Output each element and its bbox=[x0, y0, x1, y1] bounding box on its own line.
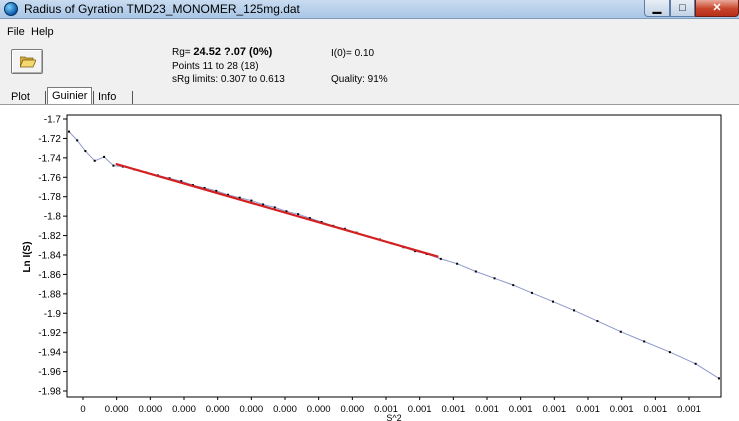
data-point bbox=[530, 291, 533, 294]
data-point bbox=[456, 262, 459, 265]
folder-open-icon bbox=[20, 56, 36, 68]
data-point bbox=[112, 164, 115, 167]
y-tick-label: -1.74 bbox=[38, 153, 61, 164]
window-title: Radius of Gyration TMD23_MONOMER_125mg.d… bbox=[24, 2, 300, 16]
y-tick-label: -1.9 bbox=[44, 309, 62, 320]
data-point bbox=[668, 351, 671, 354]
data-point bbox=[250, 199, 253, 202]
x-tick-label: 0.001 bbox=[441, 404, 465, 415]
x-tick-label: 0.001 bbox=[475, 404, 499, 415]
y-tick-label: -1.96 bbox=[38, 367, 61, 378]
y-tick-label: -1.76 bbox=[38, 173, 61, 184]
data-point bbox=[226, 193, 229, 196]
x-tick-label: 0.001 bbox=[408, 404, 432, 415]
data-point bbox=[512, 284, 515, 287]
x-tick-label: 0.000 bbox=[138, 404, 162, 415]
menu-help[interactable]: Help bbox=[31, 26, 54, 38]
tab-divider bbox=[93, 91, 94, 104]
data-point bbox=[718, 377, 720, 380]
x-tick-label: 0.000 bbox=[105, 404, 129, 415]
tab-divider bbox=[45, 91, 46, 104]
data-point bbox=[203, 186, 206, 189]
data-point bbox=[439, 257, 442, 260]
data-point bbox=[619, 330, 622, 333]
guinier-plot-panel: -1.7 -1.72 -1.74 -1.76 -1.78 -1.8 -1.82 -1.84 -1… bbox=[0, 105, 739, 421]
x-axis-label: S^2 bbox=[386, 413, 401, 421]
guinier-fit-line bbox=[115, 162, 439, 258]
x-tick-label: 0.001 bbox=[643, 404, 667, 415]
y-tick-label: -1.86 bbox=[38, 270, 61, 281]
x-tick-label: 0 bbox=[80, 404, 85, 415]
data-point bbox=[493, 277, 496, 280]
quality-readout: Quality: 91% bbox=[331, 74, 388, 85]
x-tick-label: 0.000 bbox=[273, 404, 297, 415]
rg-label: Rg= bbox=[172, 47, 191, 58]
y-tick-label: -1.7 bbox=[44, 115, 62, 126]
x-tick-label: 0.000 bbox=[206, 404, 230, 415]
minimize-button[interactable]: ▁ bbox=[644, 0, 670, 17]
data-point bbox=[273, 206, 276, 209]
menu-bar: File Help bbox=[0, 20, 739, 40]
data-point bbox=[694, 362, 697, 365]
y-tick-label: -1.94 bbox=[38, 348, 61, 359]
maximize-icon: □ bbox=[679, 2, 686, 14]
tab-guinier[interactable]: Guinier bbox=[47, 87, 93, 105]
title-bar: Radius of Gyration TMD23_MONOMER_125mg.d… bbox=[0, 0, 739, 19]
y-tick-label: -1.8 bbox=[44, 212, 62, 223]
x-tick-label: 0.000 bbox=[307, 404, 331, 415]
data-point bbox=[285, 210, 288, 213]
x-tick-label: 0.000 bbox=[172, 404, 196, 415]
data-point bbox=[93, 159, 96, 162]
x-tick-label: 0.001 bbox=[542, 404, 566, 415]
data-point bbox=[573, 309, 576, 312]
minimize-icon: ▁ bbox=[652, 2, 662, 14]
points-readout: Points 11 to 28 (18) bbox=[172, 61, 259, 72]
data-point bbox=[84, 150, 87, 153]
data-point bbox=[308, 217, 311, 220]
plot-area bbox=[66, 114, 722, 398]
close-button[interactable]: ✕ bbox=[695, 0, 739, 17]
globe-icon bbox=[4, 2, 18, 16]
x-tick-label: 0.001 bbox=[610, 404, 634, 415]
i0-readout: I(0)= 0.10 bbox=[331, 48, 375, 59]
tab-plot[interactable]: Plot bbox=[11, 91, 30, 103]
tab-baseline bbox=[0, 104, 739, 105]
x-tick-label: 0.001 bbox=[509, 404, 533, 415]
data-point bbox=[215, 189, 218, 192]
srg-limits-readout: sRg limits: 0.307 to 0.613 bbox=[172, 74, 285, 85]
rg-readout: Rg= 24.52 ?.07 (0%) bbox=[172, 46, 272, 58]
close-icon: ✕ bbox=[712, 2, 722, 14]
y-axis-label: Ln I(S) bbox=[22, 241, 33, 272]
guinier-chart: -1.7 -1.72 -1.74 -1.76 -1.78 -1.8 -1.82 -1.84 -1… bbox=[22, 114, 722, 421]
x-tick-label: 0.001 bbox=[374, 404, 398, 415]
data-point bbox=[103, 155, 106, 158]
tab-info[interactable]: Info bbox=[98, 91, 117, 103]
x-tick-label: 0.000 bbox=[340, 404, 364, 415]
x-tick-label: 0.001 bbox=[677, 404, 701, 415]
rg-value: 24.52 ?.07 (0%) bbox=[193, 46, 273, 58]
data-point bbox=[297, 213, 300, 216]
data-point bbox=[551, 300, 554, 303]
menu-file[interactable]: File bbox=[7, 26, 25, 38]
data-point bbox=[76, 139, 79, 142]
data-point bbox=[596, 320, 599, 323]
data-point bbox=[643, 340, 646, 343]
y-tick-label: -1.82 bbox=[38, 231, 61, 242]
data-point bbox=[68, 130, 70, 133]
x-tick-label: 0.001 bbox=[576, 404, 600, 415]
tab-divider bbox=[132, 91, 133, 104]
y-tick-label: -1.72 bbox=[38, 134, 61, 145]
x-tick-label: 0.000 bbox=[239, 404, 263, 415]
maximize-button[interactable]: □ bbox=[670, 0, 695, 17]
data-point bbox=[262, 203, 265, 206]
y-tick-label: -1.98 bbox=[38, 387, 61, 398]
data-point bbox=[238, 196, 241, 199]
y-tick-label: -1.88 bbox=[38, 289, 61, 300]
open-file-button[interactable] bbox=[11, 49, 43, 74]
y-tick-label: -1.78 bbox=[38, 192, 61, 203]
data-point bbox=[180, 180, 183, 183]
y-tick-label: -1.84 bbox=[38, 251, 61, 262]
data-point bbox=[474, 270, 477, 273]
y-tick-label: -1.92 bbox=[38, 328, 61, 339]
